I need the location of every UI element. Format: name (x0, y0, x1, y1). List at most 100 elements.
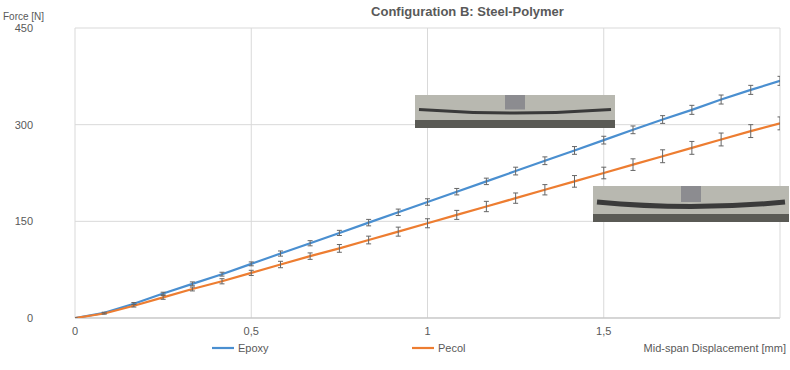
error-cap (572, 146, 577, 147)
chart-root: Configuration B: Steel-Polymer Force [N] 0… (0, 0, 790, 370)
error-cap (748, 94, 753, 95)
error-cap (396, 236, 401, 237)
error-stem (662, 150, 663, 163)
error-cap (425, 205, 430, 206)
error-bar (689, 141, 694, 154)
error-stem (515, 193, 516, 203)
error-stem (192, 287, 193, 291)
error-cap (542, 164, 547, 165)
error-bar (75, 318, 78, 319)
error-cap (542, 184, 547, 185)
error-stem (310, 253, 311, 259)
error-cap (308, 259, 313, 260)
error-cap (719, 145, 724, 146)
error-stem (427, 199, 428, 205)
error-bar (484, 201, 489, 211)
error-stem (515, 167, 516, 175)
error-cap (161, 292, 166, 293)
error-bar (425, 199, 430, 205)
error-bar (542, 185, 547, 195)
photo-inset (593, 186, 789, 222)
error-bar (102, 313, 107, 314)
error-cap (308, 252, 313, 253)
error-bar (190, 282, 195, 286)
error-cap (484, 178, 489, 179)
error-cap (161, 299, 166, 300)
error-bar (366, 236, 371, 244)
error-bar (719, 133, 724, 146)
error-bar (454, 188, 459, 194)
y-tick-label: 0 (27, 312, 33, 324)
x-tick-label: 1,5 (596, 325, 611, 337)
chart-title: Configuration B: Steel-Polymer (371, 4, 564, 19)
error-cap (366, 243, 371, 244)
error-bar (337, 230, 342, 235)
error-bar (572, 176, 577, 188)
error-cap (190, 290, 195, 291)
error-cap (748, 85, 753, 86)
x-grid-line (251, 28, 252, 318)
error-cap (337, 230, 342, 231)
error-cap (601, 167, 606, 168)
x-grid-line (603, 28, 604, 318)
y-tick-label: 150 (15, 215, 33, 227)
error-cap (660, 123, 665, 124)
error-cap (337, 235, 342, 236)
error-stem (339, 230, 340, 235)
error-bar (513, 193, 518, 203)
error-cap (102, 314, 107, 315)
error-cap (513, 203, 518, 204)
error-cap (689, 154, 694, 155)
photo-base (415, 120, 615, 128)
error-cap (161, 295, 166, 296)
error-stem (750, 85, 751, 94)
error-cap (631, 158, 636, 159)
error-cap (366, 225, 371, 226)
error-bar (366, 219, 371, 225)
error-bar (278, 261, 283, 267)
error-cap (337, 244, 342, 245)
error-stem (691, 141, 692, 154)
error-cap (778, 116, 781, 117)
error-bar (396, 209, 401, 215)
error-cap (278, 256, 283, 257)
error-stem (221, 279, 222, 284)
error-stem (603, 167, 604, 179)
error-bar (278, 251, 283, 256)
x-grid-line (75, 28, 76, 318)
error-cap (425, 218, 430, 219)
error-cap (161, 294, 166, 295)
error-cap (454, 219, 459, 220)
error-cap (748, 124, 753, 125)
error-cap (75, 318, 78, 319)
error-bar (748, 125, 753, 138)
error-stem (192, 282, 193, 286)
error-cap (249, 270, 254, 271)
x-axis-label: Mid-span Displacement [mm] (644, 342, 786, 354)
error-cap (219, 276, 224, 277)
error-stem (544, 157, 545, 165)
error-stem (691, 105, 692, 114)
error-stem (310, 241, 311, 246)
y-axis-label: Force [N] (3, 11, 44, 22)
error-bar (601, 136, 606, 144)
error-cap (190, 287, 195, 288)
error-cap (572, 187, 577, 188)
error-stem (721, 95, 722, 104)
error-cap (572, 175, 577, 176)
photo-base (593, 214, 789, 222)
error-cap (249, 265, 254, 266)
error-cap (75, 318, 78, 319)
error-stem (486, 178, 487, 184)
error-cap (631, 125, 636, 126)
error-stem (427, 219, 428, 228)
error-bar (513, 167, 518, 175)
error-bar (425, 219, 430, 228)
error-cap (719, 95, 724, 96)
error-bar (190, 287, 195, 291)
error-bar (631, 126, 636, 134)
error-bar (102, 312, 107, 313)
y-tick-label: 300 (15, 119, 33, 131)
error-bar (631, 159, 636, 171)
error-bar (161, 295, 166, 299)
